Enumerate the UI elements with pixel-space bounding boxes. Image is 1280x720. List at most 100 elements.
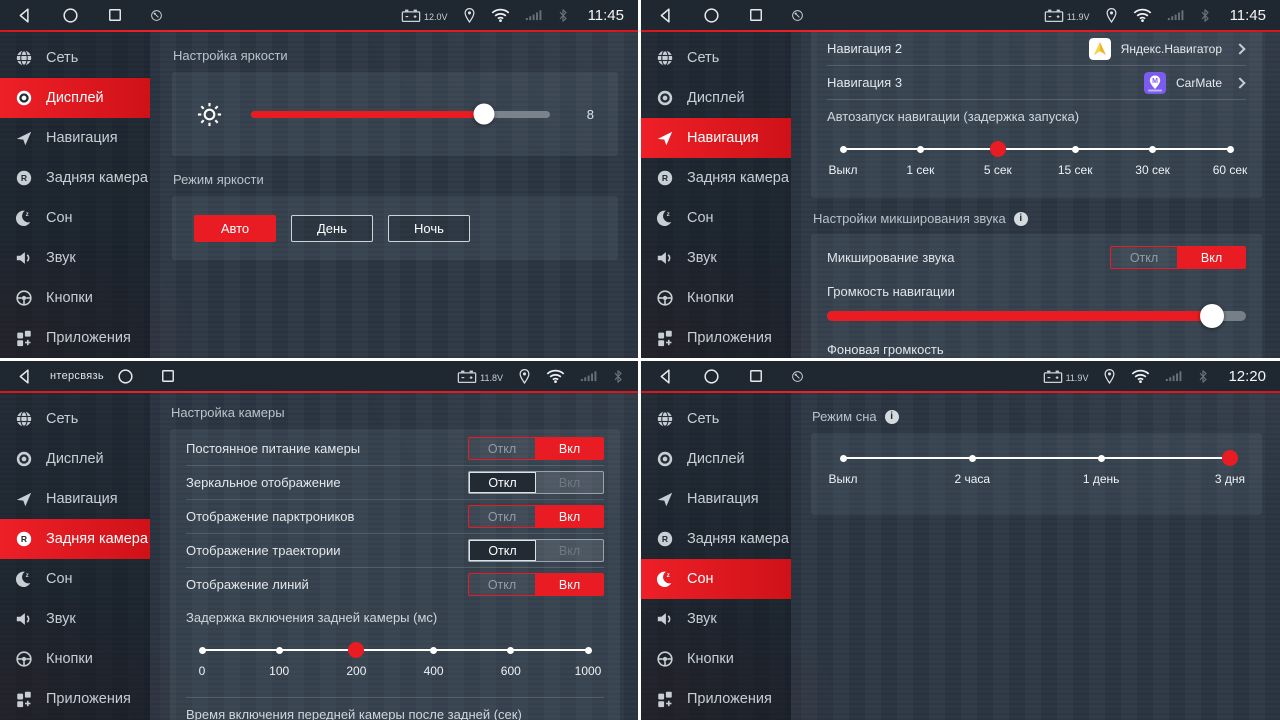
sidebar-item-display[interactable]: Дисплей <box>0 439 150 479</box>
sidebar-item-buttons[interactable]: Кнопки <box>641 639 791 679</box>
brightness-section-label: Настройка яркости <box>173 48 288 63</box>
back-button[interactable] <box>657 367 676 386</box>
mode-night-button[interactable]: Ночь <box>388 214 470 242</box>
brightness-value: 8 <box>586 106 594 122</box>
apps-icon <box>15 329 33 347</box>
sidebar-item-apps[interactable]: Приложения <box>641 318 791 358</box>
sidebar-item-apps[interactable]: Приложения <box>0 679 150 719</box>
sidebar-item-network[interactable]: Сеть <box>641 399 791 439</box>
battery-icon <box>1044 8 1064 23</box>
recents-button[interactable] <box>106 6 124 24</box>
battery-icon <box>457 369 477 384</box>
back-button[interactable] <box>16 6 35 25</box>
back-button[interactable] <box>657 6 676 25</box>
sidebar-item-network[interactable]: Сеть <box>0 38 150 78</box>
camera-settings-content: Настройка камеры Постоянное питание каме… <box>150 393 638 720</box>
row-divider <box>186 499 604 500</box>
slider-stop-selected[interactable]: 5 сек <box>963 138 1033 177</box>
clock: 11:45 <box>1229 6 1266 24</box>
sleep-mode-slider[interactable]: Выкл 2 часа 1 день 3 дня <box>828 447 1245 493</box>
sidebar-item-buttons[interactable]: Кнопки <box>0 278 150 318</box>
sidebar-item-navigation[interactable]: Навигация <box>0 479 150 519</box>
sound-mixing-toggle[interactable]: Откл Вкл <box>1110 246 1246 269</box>
slider-stop[interactable]: 100 <box>244 639 314 678</box>
sidebar-item-apps[interactable]: Приложения <box>0 318 150 358</box>
recents-button[interactable] <box>747 367 765 385</box>
sidebar-item-buttons[interactable]: Кнопки <box>0 639 150 679</box>
back-button[interactable] <box>16 367 35 386</box>
sidebar-item-navigation[interactable]: Навигация <box>641 118 791 158</box>
slider-stop[interactable]: 2 часа <box>937 447 1007 486</box>
sidebar-item-rear-camera[interactable]: Задняя камера <box>0 519 150 559</box>
apps-icon <box>656 690 674 708</box>
sleep-icon <box>656 570 674 588</box>
home-button[interactable] <box>61 6 80 25</box>
sidebar-item-navigation[interactable]: Навигация <box>0 118 150 158</box>
sidebar-item-sound[interactable]: Звук <box>641 599 791 639</box>
slider-stop[interactable]: Выкл <box>808 447 878 486</box>
sidebar-item-network[interactable]: Сеть <box>0 399 150 439</box>
home-button[interactable] <box>116 367 135 386</box>
sidebar-item-sleep[interactable]: Сон <box>641 559 791 599</box>
navigation2-row[interactable]: Навигация 2 Яндекс.Навигатор <box>811 32 1262 65</box>
slider-stop[interactable]: 0 <box>167 639 237 678</box>
sidebar-item-rear-camera[interactable]: Задняя камера <box>641 519 791 559</box>
info-icon[interactable]: i <box>884 409 899 424</box>
bg-volume-label: Фоновая громкость <box>827 342 944 357</box>
nav-volume-slider[interactable] <box>827 304 1246 328</box>
sidebar-item-network[interactable]: Сеть <box>641 38 791 78</box>
slider-stop[interactable]: 1000 <box>553 639 623 678</box>
sidebar-item-sound[interactable]: Звук <box>0 599 150 639</box>
home-button[interactable] <box>702 367 721 386</box>
slider-stop[interactable]: 400 <box>399 639 469 678</box>
home-button[interactable] <box>702 6 721 25</box>
slider-stop[interactable]: 1 день <box>1066 447 1136 486</box>
sidebar-item-sleep[interactable]: Сон <box>0 198 150 238</box>
sleep-section-label: Режим сна i <box>812 409 1262 424</box>
sidebar-item-sound[interactable]: Звук <box>641 238 791 278</box>
slider-stop-selected[interactable]: 3 дня <box>1195 447 1265 486</box>
rear-camera-delay-slider[interactable]: 0 100 200 400 600 1000 <box>198 639 601 685</box>
sidebar-item-navigation[interactable]: Навигация <box>641 479 791 519</box>
navigation-icon <box>15 490 33 508</box>
sidebar-item-sound[interactable]: Звук <box>0 238 150 278</box>
info-icon[interactable]: i <box>1013 211 1028 226</box>
trajectory-toggle[interactable]: Откл Вкл <box>468 539 604 562</box>
autostart-delay-slider[interactable]: Выкл 1 сек 5 сек 15 сек 30 сек 60 сек <box>828 138 1247 184</box>
sidebar-item-sleep[interactable]: Сон <box>641 198 791 238</box>
slider-stop[interactable]: 1 сек <box>885 138 955 177</box>
sidebar-item-display[interactable]: Дисплей <box>641 78 791 118</box>
brightness-slider[interactable] <box>251 103 550 125</box>
sidebar-item-sleep[interactable]: Сон <box>0 559 150 599</box>
mode-day-button[interactable]: День <box>291 214 373 242</box>
gps-icon <box>1103 368 1116 385</box>
battery-icon <box>1043 369 1063 384</box>
screen-record-icon <box>791 9 804 22</box>
sidebar-item-buttons[interactable]: Кнопки <box>641 278 791 318</box>
parktronic-toggle[interactable]: Откл Вкл <box>468 505 604 528</box>
mode-auto-button[interactable]: Авто <box>194 214 276 242</box>
slider-stop[interactable]: 15 сек <box>1040 138 1110 177</box>
slider-stop[interactable]: Выкл <box>808 138 878 177</box>
nav-volume-knob[interactable] <box>1200 304 1225 328</box>
sidebar-item-rear-camera[interactable]: Задняя камера <box>641 158 791 198</box>
rear-camera-icon <box>656 530 674 548</box>
recents-button[interactable] <box>159 367 177 385</box>
mirror-toggle[interactable]: Откл Вкл <box>468 471 604 494</box>
lines-toggle[interactable]: Откл Вкл <box>468 573 604 596</box>
sidebar-item-display[interactable]: Дисплей <box>0 78 150 118</box>
slider-stop[interactable]: 60 сек <box>1195 138 1265 177</box>
sidebar-item-display[interactable]: Дисплей <box>641 439 791 479</box>
wifi-icon <box>1131 369 1150 383</box>
slider-stop[interactable]: 30 сек <box>1118 138 1188 177</box>
navigation3-row[interactable]: Навигация 3 CarMate <box>811 66 1262 99</box>
brightness-slider-knob[interactable] <box>473 103 495 125</box>
sidebar-item-rear-camera[interactable]: Задняя камера <box>0 158 150 198</box>
sidebar-item-apps[interactable]: Приложения <box>641 679 791 719</box>
camera-power-toggle[interactable]: Откл Вкл <box>468 437 604 460</box>
mixing-section-label: Настройки микширования звука i <box>813 211 1262 226</box>
row-divider <box>186 465 604 466</box>
slider-stop[interactable]: 600 <box>476 639 546 678</box>
slider-stop-selected[interactable]: 200 <box>321 639 391 678</box>
recents-button[interactable] <box>747 6 765 24</box>
